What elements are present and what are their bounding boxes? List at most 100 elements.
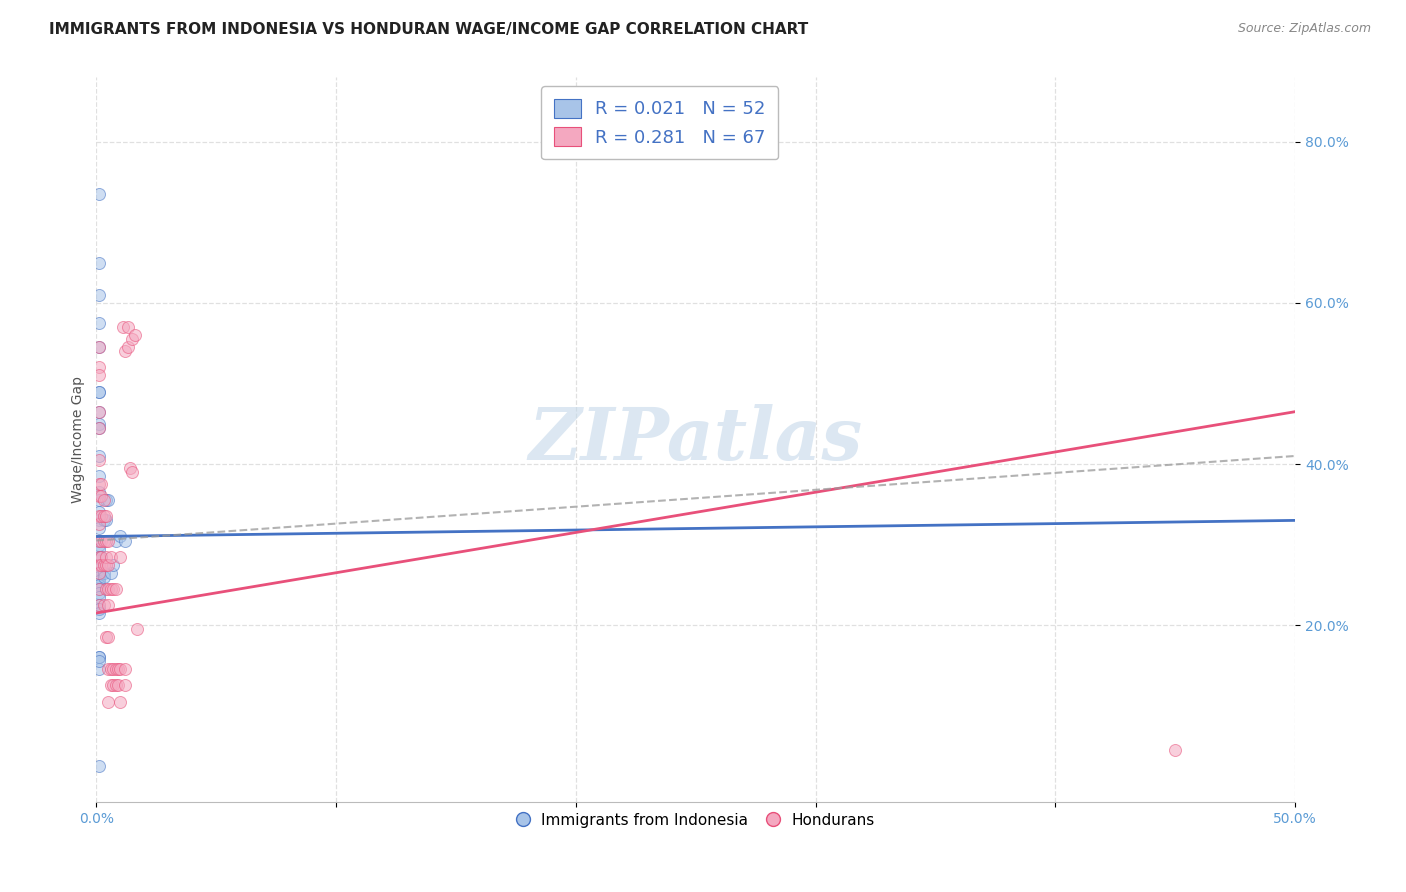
Point xyxy=(87,759,110,773)
Point xyxy=(87,606,110,620)
Point xyxy=(87,590,110,604)
Point xyxy=(93,533,115,548)
Point xyxy=(87,558,110,572)
Point xyxy=(87,187,110,202)
Point xyxy=(87,469,110,483)
Point xyxy=(87,662,110,676)
Point xyxy=(104,678,127,692)
Point xyxy=(114,533,136,548)
Point xyxy=(90,489,112,503)
Point xyxy=(87,598,110,612)
Point xyxy=(87,340,110,354)
Point xyxy=(87,549,110,564)
Point xyxy=(94,582,117,596)
Point xyxy=(87,521,110,535)
Point xyxy=(94,509,117,524)
Point xyxy=(87,650,110,665)
Point xyxy=(121,465,143,479)
Point xyxy=(97,582,120,596)
Point xyxy=(101,582,124,596)
Point xyxy=(114,662,136,676)
Point xyxy=(87,533,110,548)
Point xyxy=(87,485,110,500)
Point xyxy=(93,570,115,584)
Point xyxy=(100,549,122,564)
Point xyxy=(87,598,110,612)
Point xyxy=(87,453,110,467)
Point xyxy=(97,662,120,676)
Point xyxy=(97,630,120,644)
Point xyxy=(93,493,115,508)
Point xyxy=(87,654,110,668)
Point xyxy=(94,549,117,564)
Point xyxy=(110,549,132,564)
Point xyxy=(100,678,122,692)
Point xyxy=(87,513,110,527)
Point xyxy=(100,582,122,596)
Legend: Immigrants from Indonesia, Hondurans: Immigrants from Indonesia, Hondurans xyxy=(510,807,880,835)
Point xyxy=(87,558,110,572)
Point xyxy=(97,493,120,508)
Point xyxy=(87,505,110,519)
Point xyxy=(118,461,141,475)
Point xyxy=(87,340,110,354)
Point xyxy=(104,662,127,676)
Point xyxy=(87,562,110,576)
Point xyxy=(87,421,110,435)
Point xyxy=(87,493,110,508)
Point xyxy=(87,549,110,564)
Point xyxy=(87,566,110,580)
Point xyxy=(1164,743,1187,757)
Point xyxy=(94,513,117,527)
Point xyxy=(87,582,110,596)
Point xyxy=(87,449,110,463)
Point xyxy=(100,566,122,580)
Point xyxy=(121,332,143,346)
Y-axis label: Wage/Income Gap: Wage/Income Gap xyxy=(72,376,86,503)
Point xyxy=(117,320,139,334)
Point xyxy=(87,316,110,330)
Point xyxy=(87,384,110,399)
Point xyxy=(87,489,110,503)
Point xyxy=(87,570,110,584)
Point xyxy=(93,513,115,527)
Point xyxy=(87,582,110,596)
Point xyxy=(87,477,110,491)
Text: Source: ZipAtlas.com: Source: ZipAtlas.com xyxy=(1237,22,1371,36)
Point xyxy=(87,368,110,383)
Point xyxy=(94,558,117,572)
Point xyxy=(90,549,112,564)
Point xyxy=(107,662,129,676)
Point xyxy=(87,384,110,399)
Point xyxy=(87,517,110,532)
Text: IMMIGRANTS FROM INDONESIA VS HONDURAN WAGE/INCOME GAP CORRELATION CHART: IMMIGRANTS FROM INDONESIA VS HONDURAN WA… xyxy=(49,22,808,37)
Point xyxy=(87,288,110,302)
Point xyxy=(90,549,112,564)
Point xyxy=(101,678,124,692)
Point xyxy=(87,360,110,375)
Point xyxy=(94,533,117,548)
Point xyxy=(127,622,149,636)
Point xyxy=(101,558,124,572)
Point xyxy=(87,405,110,419)
Point xyxy=(87,650,110,665)
Point xyxy=(104,533,127,548)
Point xyxy=(87,586,110,600)
Point xyxy=(97,533,120,548)
Point xyxy=(90,477,112,491)
Point xyxy=(110,662,132,676)
Point xyxy=(90,558,112,572)
Point xyxy=(124,328,146,343)
Point xyxy=(114,678,136,692)
Point xyxy=(101,662,124,676)
Point xyxy=(87,421,110,435)
Point xyxy=(87,566,110,580)
Point xyxy=(87,541,110,556)
Point xyxy=(97,558,120,572)
Point xyxy=(87,533,110,548)
Point xyxy=(87,602,110,616)
Point xyxy=(93,566,115,580)
Point xyxy=(110,695,132,709)
Point xyxy=(104,582,127,596)
Point xyxy=(117,340,139,354)
